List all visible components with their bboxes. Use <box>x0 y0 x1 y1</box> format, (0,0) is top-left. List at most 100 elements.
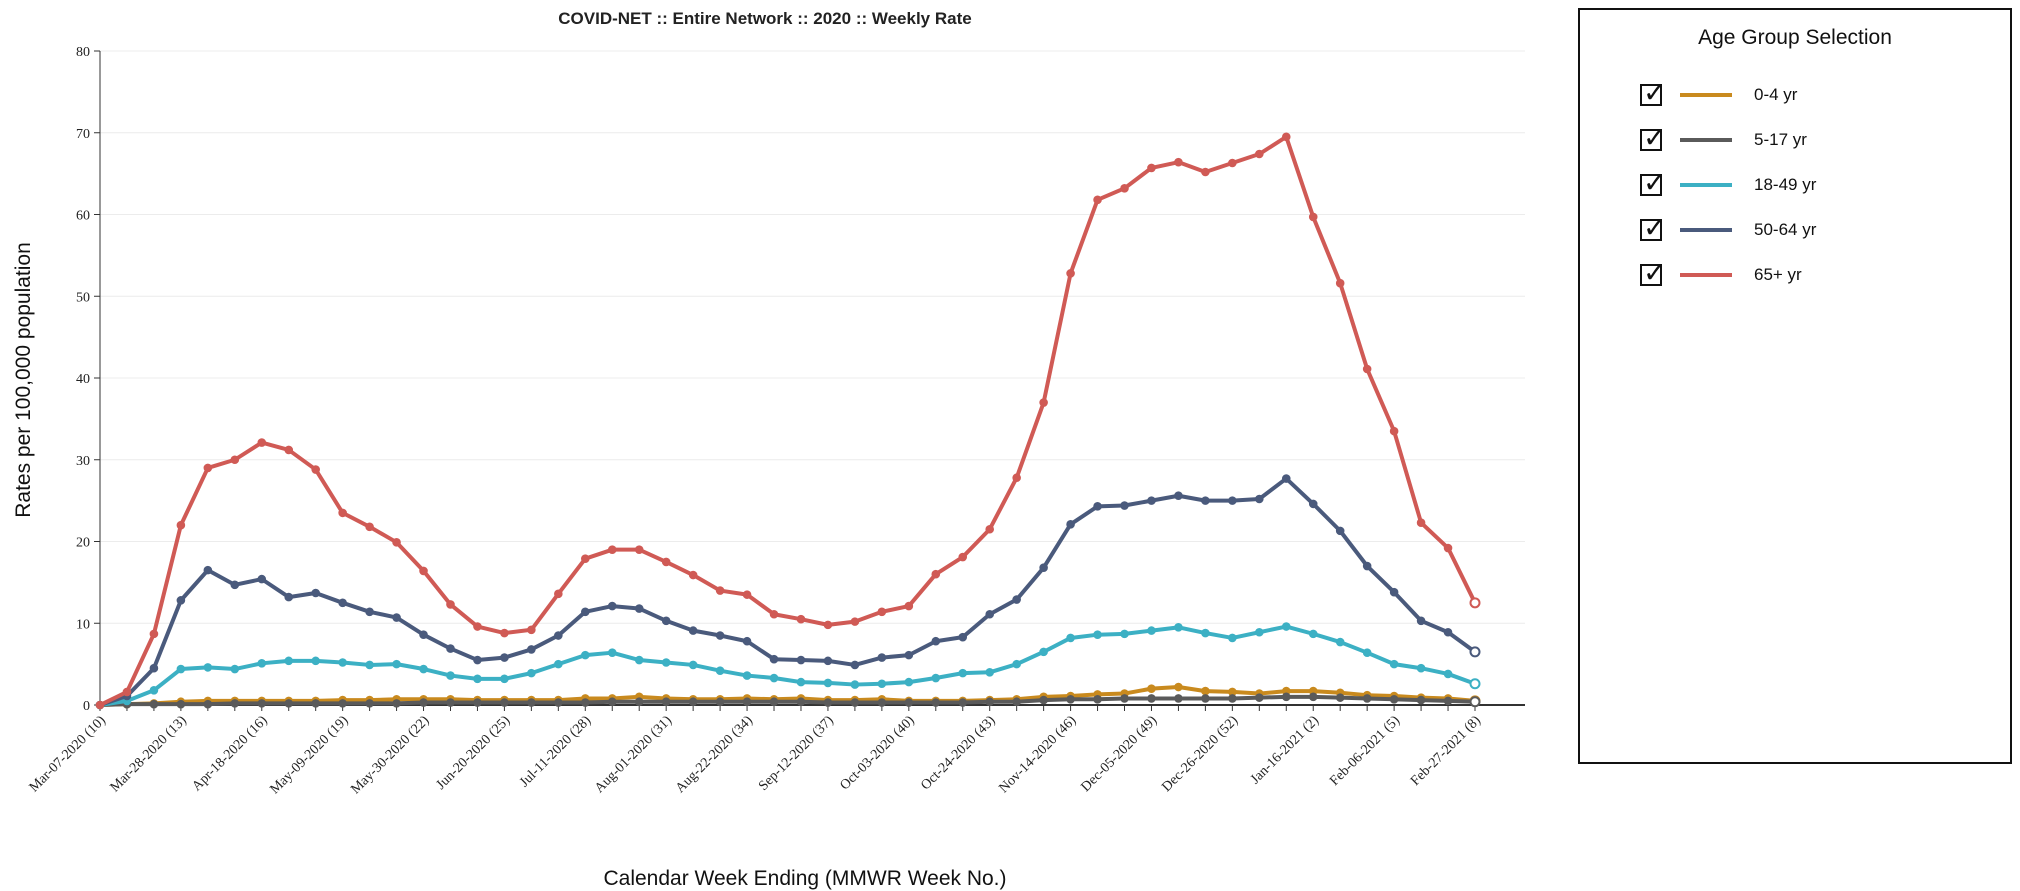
data-point <box>527 625 536 635</box>
data-point <box>311 588 320 598</box>
x-axis-label: Calendar Week Ending (MMWR Week No.) <box>603 867 1006 890</box>
data-point <box>1308 212 1318 222</box>
data-point <box>1308 692 1318 702</box>
legend-item[interactable]: ✓ 18-49 yr <box>1640 168 1816 200</box>
data-point <box>230 455 240 465</box>
y-axis: 0 10 20 30 40 50 60 70 80 <box>76 45 101 714</box>
data-point <box>1039 647 1048 657</box>
data-point <box>1039 563 1048 572</box>
data-point <box>176 596 186 605</box>
legend-item[interactable]: ✓ 50-64 yr <box>1640 213 1816 245</box>
data-point <box>284 699 294 708</box>
data-point <box>149 629 159 639</box>
data-point <box>554 631 563 640</box>
x-tick-label: Mar-28-2020 (13) <box>108 713 190 795</box>
x-tick-label: Nov-14-2020 (46) <box>996 713 1079 796</box>
data-point <box>419 664 428 674</box>
data-point <box>985 609 995 619</box>
data-point <box>1228 694 1237 703</box>
data-point <box>176 520 186 530</box>
checkbox-icon[interactable]: ✓ <box>1640 213 1666 243</box>
data-point <box>904 677 914 687</box>
data-point <box>203 565 213 575</box>
data-point <box>1389 659 1399 669</box>
checkbox-icon[interactable]: ✓ <box>1640 123 1666 153</box>
data-point <box>500 698 509 707</box>
legend-item[interactable]: ✓ 5-17 yr <box>1640 123 1807 155</box>
checkmark-icon: ✓ <box>1643 166 1667 199</box>
data-point <box>877 679 887 689</box>
data-point <box>1066 633 1075 643</box>
data-point <box>203 663 213 672</box>
data-point <box>769 673 779 683</box>
data-point <box>823 678 833 688</box>
y-tick-label: 0 <box>83 699 90 714</box>
legend-swatch <box>1680 273 1732 277</box>
data-point <box>823 620 833 630</box>
data-point <box>1066 269 1075 278</box>
data-point <box>149 699 159 709</box>
data-point <box>769 654 779 664</box>
data-point <box>365 699 374 708</box>
data-point <box>742 636 752 646</box>
data-point <box>365 660 374 670</box>
data-point <box>1443 669 1453 679</box>
data-point <box>607 601 617 611</box>
data-point <box>1469 597 1481 609</box>
data-point <box>446 671 455 680</box>
legend-item[interactable]: ✓ 0-4 yr <box>1640 78 1797 110</box>
data-point <box>688 570 698 580</box>
data-point <box>446 698 455 707</box>
data-point <box>769 697 779 707</box>
checkmark-icon: ✓ <box>1643 256 1667 289</box>
data-point <box>176 699 186 709</box>
data-point <box>580 607 590 617</box>
legend-swatch <box>1680 93 1732 97</box>
data-point <box>554 698 563 707</box>
data-point <box>1389 694 1399 704</box>
x-tick-label: May-09-2020 (19) <box>267 713 351 797</box>
checkmark-icon: ✓ <box>1643 121 1667 154</box>
data-point <box>607 697 617 707</box>
data-point <box>419 566 428 576</box>
data-point <box>365 607 374 617</box>
data-point <box>1201 694 1210 703</box>
legend-item[interactable]: ✓ 65+ yr <box>1640 258 1802 290</box>
x-tick-label: Sep-12-2020 (37) <box>756 713 837 794</box>
checkbox-icon[interactable]: ✓ <box>1640 78 1666 108</box>
data-point <box>742 590 752 599</box>
data-point <box>1281 692 1291 702</box>
data-point <box>1093 502 1102 511</box>
data-point <box>1335 637 1345 647</box>
y-tick-label: 20 <box>76 536 90 551</box>
x-axis: Mar-07-2020 (10)Mar-28-2020 (13) Apr-18-2… <box>27 704 1525 797</box>
data-point <box>365 522 374 532</box>
x-tick-label: Jan-16-2021 (2) <box>1248 713 1322 787</box>
data-point <box>500 628 509 638</box>
data-point <box>149 663 159 673</box>
data-point <box>1093 195 1102 205</box>
data-point <box>1362 364 1372 374</box>
legend-title: Age Group Selection <box>1698 26 1892 49</box>
data-point <box>661 557 671 567</box>
data-point <box>257 574 267 584</box>
data-point <box>1469 678 1481 690</box>
data-point <box>1443 627 1453 637</box>
data-point <box>1039 695 1048 705</box>
y-tick-label: 50 <box>76 290 90 305</box>
checkbox-icon[interactable]: ✓ <box>1640 168 1666 198</box>
data-point <box>1120 629 1129 639</box>
series-50-64-yr <box>95 474 1481 710</box>
data-point <box>1308 629 1318 639</box>
data-point <box>796 697 806 707</box>
y-tick-label: 30 <box>76 454 90 469</box>
data-point <box>715 697 725 707</box>
data-point <box>1093 630 1102 639</box>
checkbox-icon[interactable]: ✓ <box>1640 258 1666 288</box>
y-tick-label: 60 <box>76 209 90 224</box>
data-point <box>661 658 671 667</box>
series-5-17-yr <box>95 692 1481 710</box>
data-point <box>1174 157 1183 167</box>
data-point <box>1174 694 1183 703</box>
data-point <box>176 664 186 674</box>
